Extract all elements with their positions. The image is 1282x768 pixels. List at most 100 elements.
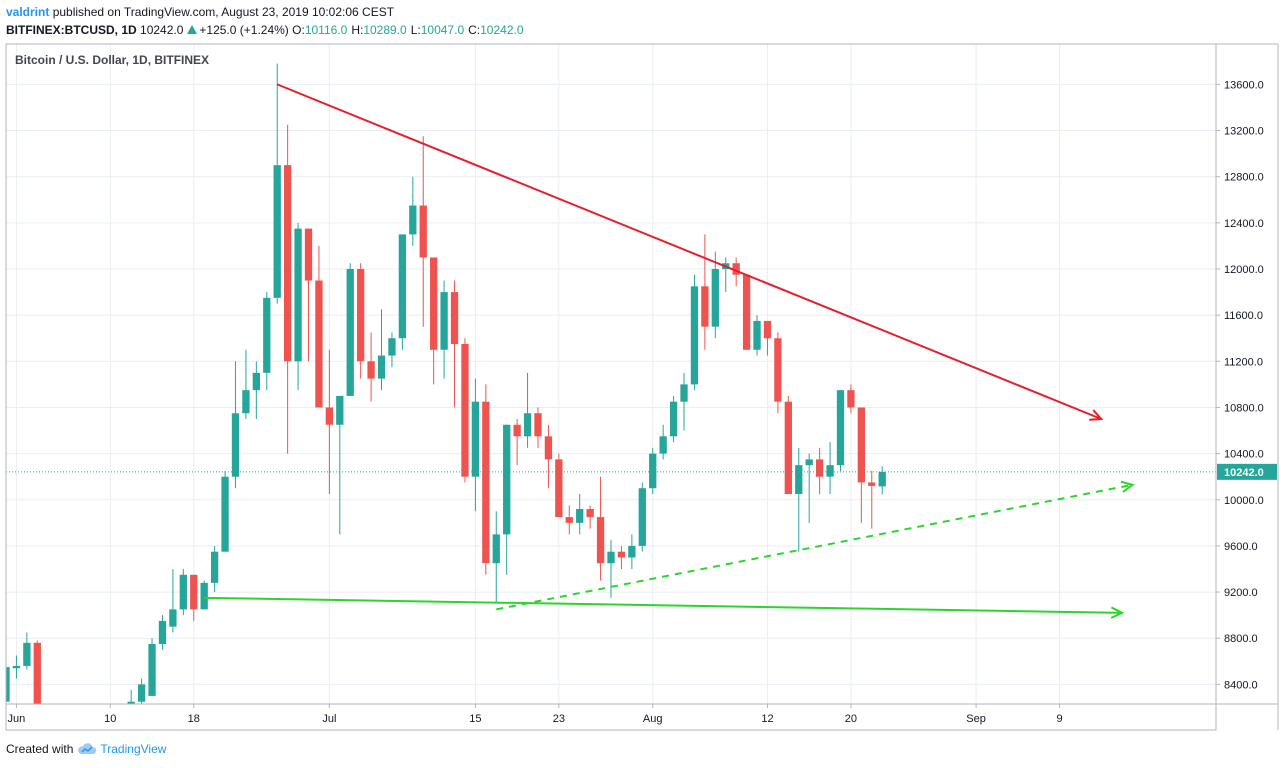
change-value: +125.0 (+1.24%) — [199, 23, 289, 37]
candle-body — [534, 413, 542, 437]
author-name[interactable]: valdrint — [6, 5, 50, 19]
axes: 8400.0 8800.0 9200.0 9600.0 10000.0 10400.0 10… — [5, 43, 1279, 731]
x-tick-label: 18 — [188, 713, 200, 725]
candle-body — [701, 286, 709, 327]
candle-body — [127, 701, 135, 704]
high-label: H: — [351, 23, 364, 37]
support-trendline — [204, 596, 1123, 614]
candle — [732, 257, 740, 287]
candle-body — [503, 424, 511, 535]
candle-body — [419, 205, 427, 258]
y-tick-label: 10800.0 — [1224, 402, 1264, 414]
y-tick-label: 13600.0 — [1224, 79, 1264, 91]
open-value: 10116.0 — [304, 23, 348, 37]
candle — [148, 638, 156, 696]
candle-body — [711, 269, 719, 327]
candle-body — [179, 574, 187, 610]
candle — [534, 407, 542, 448]
candle-body — [169, 609, 177, 627]
candle — [210, 545, 219, 593]
candle-body — [847, 390, 855, 408]
candle-body — [304, 228, 313, 281]
candle-body — [221, 476, 229, 552]
candle — [430, 257, 438, 385]
chart-title: Bitcoin / U.S. Dollar, 1D, BITFINEX — [15, 53, 209, 67]
y-tick-label: 12400.0 — [1224, 218, 1264, 230]
candle — [242, 349, 250, 419]
candle-body — [440, 292, 448, 350]
candle — [158, 615, 167, 650]
candle-body — [252, 372, 260, 391]
created-with-label: Created with — [6, 742, 74, 756]
candle-body — [450, 292, 459, 344]
candle-body — [210, 551, 219, 583]
support-arrowhead — [1110, 606, 1125, 619]
candle — [283, 124, 292, 454]
candle — [179, 569, 187, 616]
tradingview-link[interactable]: TradingView — [77, 742, 166, 756]
plot-frame — [5, 43, 1217, 731]
candle — [753, 315, 761, 356]
candle — [169, 569, 177, 633]
x-tick-label: 15 — [469, 713, 481, 725]
close-label: C: — [468, 23, 481, 37]
candle-body — [6, 667, 10, 702]
candle — [419, 136, 427, 327]
candle — [847, 384, 855, 414]
candle — [878, 466, 886, 495]
trendlines — [204, 83, 1135, 619]
candle-body — [878, 471, 886, 487]
rising-support-trendline — [496, 483, 1133, 611]
published-text: published on TradingView.com, August 23,… — [52, 5, 395, 19]
candle — [669, 395, 678, 443]
candle — [263, 292, 271, 391]
candle-body — [263, 297, 271, 373]
candle-body — [868, 482, 876, 486]
candle-body — [659, 436, 667, 454]
y-tick-label: 10000.0 — [1224, 495, 1264, 507]
candle-body — [857, 407, 865, 483]
candle — [586, 505, 594, 529]
candle — [137, 678, 146, 704]
candle — [471, 378, 480, 512]
candle-body — [137, 684, 146, 702]
candle — [304, 228, 313, 362]
candle — [544, 424, 553, 489]
candle-body — [346, 269, 354, 396]
candle-body — [628, 545, 636, 558]
candle — [628, 534, 636, 569]
candle — [388, 332, 396, 368]
footer: Created with TradingView — [6, 742, 166, 756]
candle — [836, 390, 845, 471]
candle — [774, 332, 782, 414]
candle-body — [774, 338, 782, 402]
candle-body — [148, 644, 156, 696]
candle-body — [471, 401, 480, 477]
resistance-arrowhead — [1089, 409, 1104, 421]
candle — [607, 540, 615, 598]
candle — [325, 349, 334, 494]
candle — [294, 222, 302, 391]
candle-body — [565, 517, 573, 523]
y-tick-label: 10400.0 — [1224, 449, 1264, 461]
price-chart[interactable]: 8400.0 8800.0 9200.0 9600.0 10000.0 10400.0 10… — [0, 0, 1282, 740]
candle-body — [294, 228, 302, 362]
candle — [576, 494, 584, 535]
candle — [12, 655, 21, 679]
candle-body — [784, 401, 792, 494]
candle-body — [680, 384, 688, 402]
tradingview-cloud-icon — [78, 743, 97, 754]
candle — [742, 274, 751, 350]
candle — [513, 419, 521, 466]
candle-body — [763, 320, 772, 339]
candle — [565, 505, 573, 535]
candle — [659, 424, 667, 460]
candle-body — [586, 509, 594, 518]
candle-body — [398, 234, 407, 339]
candle — [200, 580, 208, 610]
candle-body — [388, 338, 396, 356]
open-label: O: — [292, 23, 305, 37]
candle-body — [12, 665, 21, 669]
candle-body — [33, 642, 41, 704]
candle-body — [461, 344, 469, 477]
